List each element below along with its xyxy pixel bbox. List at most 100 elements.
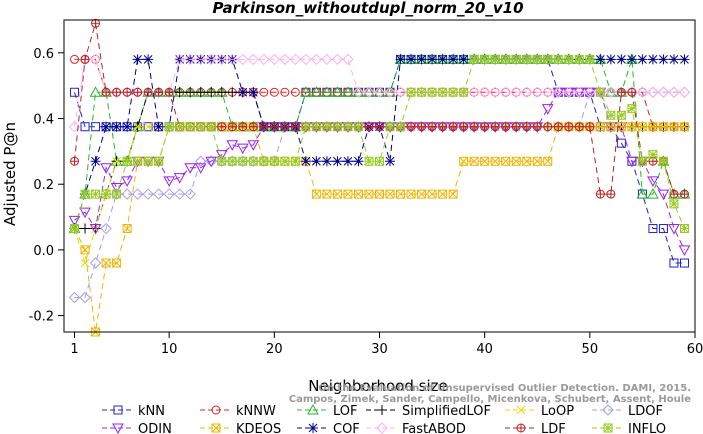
legend-item-cof: COF — [297, 422, 360, 434]
point-fastabod — [405, 86, 417, 98]
point-inflo — [353, 122, 363, 132]
point-inflo — [606, 110, 616, 120]
point-inflo — [616, 110, 626, 120]
point-cof — [342, 156, 353, 167]
point-fastabod — [447, 86, 459, 98]
point-ldof — [142, 188, 154, 200]
point-ldof — [152, 188, 165, 200]
point-knn — [679, 258, 689, 268]
point-kdeos — [658, 122, 668, 132]
point-inflo — [322, 122, 332, 132]
point-cof — [437, 54, 448, 65]
point-inflo — [427, 87, 437, 97]
series-kdeos — [70, 122, 689, 337]
legend-marker-knn — [113, 405, 123, 415]
point-fastabod — [499, 86, 512, 98]
point-inflo — [343, 122, 353, 132]
point-fastabod — [636, 86, 649, 98]
point-odin — [647, 176, 659, 187]
point-odin — [173, 173, 186, 184]
point-fastabod — [363, 86, 375, 98]
point-knnw — [280, 87, 290, 97]
point-ldf — [616, 87, 626, 97]
point-cof — [679, 54, 690, 65]
legend-label-inflo: INFLO — [628, 422, 666, 434]
point-inflo — [648, 150, 658, 160]
point-odin — [678, 245, 691, 256]
point-ldof — [79, 291, 91, 304]
point-fastabod — [384, 86, 396, 98]
point-lof — [89, 86, 102, 97]
point-odin — [163, 176, 176, 187]
point-knnw — [290, 87, 300, 97]
point-lof — [352, 86, 365, 97]
series-line-odin — [74, 91, 685, 251]
point-ldf — [669, 189, 679, 199]
point-inflo — [501, 54, 511, 64]
point-cof — [616, 54, 627, 65]
legend-marker-fastabod — [376, 422, 388, 434]
point-inflo — [679, 224, 689, 234]
point-kdeos — [364, 189, 374, 199]
point-fastabod — [226, 53, 238, 66]
point-ldf — [375, 122, 385, 132]
legend: kNN kNNW LOF SimplifiedLOF LoOP LDOF ODIN KDEOS… — [102, 403, 666, 434]
point-ldf — [364, 122, 374, 132]
legend-marker-lof — [307, 403, 319, 415]
legend-label-fastabod: FastABOD — [402, 422, 466, 434]
point-ldf — [427, 122, 437, 132]
point-inflo — [375, 156, 384, 166]
y-tick-label: 0.4 — [33, 113, 54, 128]
point-inflo — [669, 199, 679, 209]
point-kdeos — [101, 258, 111, 268]
point-fastabod — [195, 53, 207, 66]
point-fastabod — [573, 86, 586, 98]
point-inflo — [91, 189, 101, 199]
point-kdeos — [375, 189, 384, 199]
point-odin — [79, 207, 91, 219]
point-knn — [70, 87, 80, 97]
point-inflo — [522, 54, 532, 64]
point-cof — [626, 54, 637, 65]
point-odin — [194, 163, 207, 174]
point-ldf — [469, 122, 479, 132]
point-inflo — [227, 156, 237, 166]
legend-label-odin: ODIN — [138, 422, 172, 434]
point-odin — [657, 189, 670, 201]
point-inflo — [311, 122, 321, 132]
point-fastabod — [478, 86, 491, 98]
series-line-lof — [74, 58, 685, 229]
legend-item-inflo: INFLO — [592, 422, 666, 434]
point-odin — [626, 156, 638, 168]
point-kdeos — [637, 122, 647, 132]
point-cof — [458, 54, 469, 65]
point-odin — [226, 140, 239, 151]
point-fastabod — [247, 53, 260, 66]
point-fastabod — [394, 86, 407, 98]
point-odin — [110, 182, 123, 194]
point-inflo — [133, 156, 143, 166]
point-cof — [395, 54, 406, 65]
point-fastabod — [415, 86, 428, 98]
legend-label-ldof: LDOF — [628, 404, 663, 419]
point-kdeos — [406, 189, 416, 199]
point-ldof — [226, 155, 238, 167]
x-tick-label: 30 — [371, 342, 388, 357]
point-fastabod — [436, 86, 449, 98]
point-inflo — [238, 156, 248, 166]
point-cof — [332, 156, 343, 167]
y-axis-title: Adjusted P@n — [1, 122, 19, 226]
legend-label-lof: LOF — [333, 404, 358, 419]
point-inflo — [595, 87, 605, 97]
x-tick-label: 1 — [70, 342, 78, 357]
point-simplifiedlof — [174, 87, 185, 98]
point-fastabod — [468, 86, 480, 98]
series-inflo — [70, 54, 689, 234]
legend-item-ldf: LDF — [505, 422, 566, 434]
point-knnw — [269, 87, 279, 97]
point-fastabod — [531, 86, 543, 98]
point-inflo — [364, 156, 374, 166]
point-inflo — [217, 156, 227, 166]
point-ldf — [501, 122, 511, 132]
point-fastabod — [216, 53, 228, 66]
